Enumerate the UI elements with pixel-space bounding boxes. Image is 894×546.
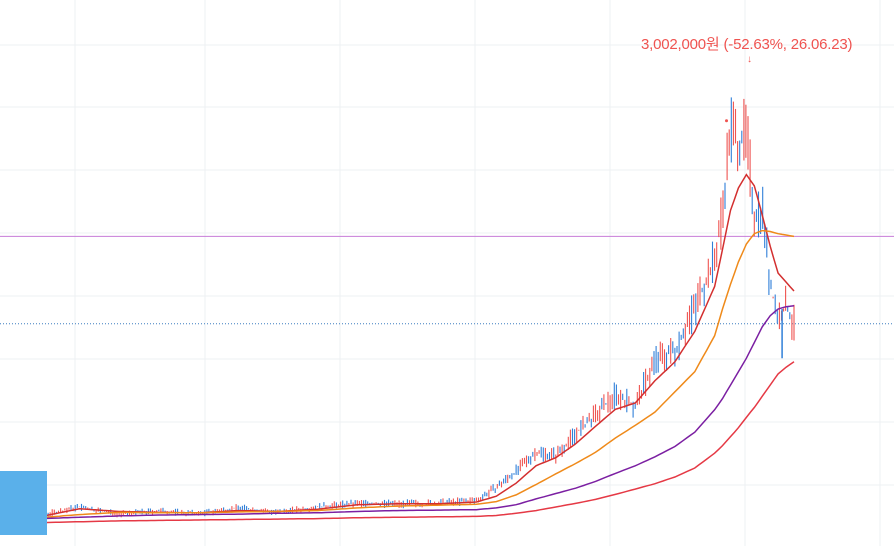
- peak-marker: [725, 119, 729, 123]
- peak-arrow-icon: ↓: [747, 54, 752, 65]
- peak-annotation-label: 3,002,000원 (-52.63%, 26.06.23): [641, 36, 853, 53]
- ma-mid-line: [0, 229, 795, 519]
- corner-color-box[interactable]: [0, 471, 47, 535]
- ma-short-line: [0, 173, 795, 520]
- ma-long-line: [0, 305, 795, 520]
- ma-longest-line: [0, 361, 795, 524]
